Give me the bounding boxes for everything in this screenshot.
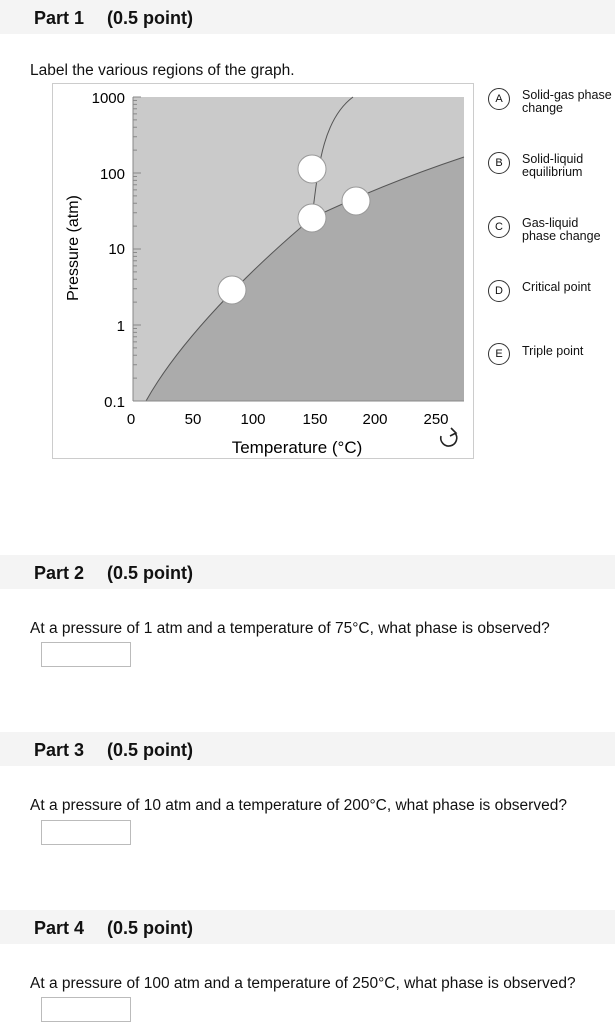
prompt: Label the various regions of the graph. [30,62,295,79]
y-tick-label: 100 [100,166,125,183]
minor-ticks [133,96,141,379]
graph: 1000 100 10 1 0.1 0 50 100 150 200 250 T… [52,83,474,459]
answer-input[interactable] [41,642,131,667]
x-tick-label: 200 [362,411,387,428]
question: At a pressure of 10 atm and a temperatur… [30,797,567,814]
drop-zone[interactable] [217,275,247,305]
option-letter[interactable]: E [488,343,510,365]
option-label[interactable]: Gas-liquid phase change [522,216,601,243]
y-tick-label: 1 [117,318,125,335]
part-points: (0.5 point) [107,8,193,28]
y-tick-label: 10 [108,241,125,258]
part-points: (0.5 point) [107,740,193,760]
fusion-curve [311,96,354,219]
x-axis-label: Temperature (°C) [232,438,363,457]
part-header: Part 4 (0.5 point) [0,910,615,944]
option-letter[interactable]: C [488,216,510,238]
part-title: Part 1 [34,8,85,28]
y-axis-label: Pressure (atm) [65,195,82,301]
drop-zone[interactable] [341,186,371,216]
answer-input[interactable] [41,997,131,1022]
part-title: Part 4 [34,918,85,938]
x-tick-label: 50 [185,411,202,428]
question: At a pressure of 1 atm and a temperature… [30,620,550,637]
y-tick-label: 0.1 [104,394,125,411]
part-header: Part 3 (0.5 point) [0,732,615,766]
option-label[interactable]: Triple point [522,344,584,358]
option-label[interactable]: Solid-gas phase change [522,88,612,115]
part-title: Part 3 [34,740,85,760]
part-header: Part 1 (0.5 point) [0,0,615,34]
part-title: Part 2 [34,563,85,583]
option-letter[interactable]: B [488,152,510,174]
answer-input[interactable] [41,820,131,845]
option-letter[interactable]: D [488,280,510,302]
drop-zone[interactable] [297,203,327,233]
y-tick-label: 1000 [92,90,125,107]
option-label[interactable]: Solid-liquid equilibrium [522,152,584,179]
x-tick-label: 0 [127,411,135,428]
reset-button[interactable] [439,427,458,447]
question: At a pressure of 100 atm and a temperatu… [30,975,576,992]
part-header: Part 2 (0.5 point) [0,555,615,589]
x-tick-label: 250 [423,411,448,428]
lower-region [146,157,464,401]
x-tick-label: 150 [302,411,327,428]
option-label[interactable]: Critical point [522,280,591,294]
part-points: (0.5 point) [107,918,193,938]
part-points: (0.5 point) [107,563,193,583]
x-tick-label: 100 [240,411,265,428]
drop-zone[interactable] [297,154,327,184]
option-letter[interactable]: A [488,88,510,110]
